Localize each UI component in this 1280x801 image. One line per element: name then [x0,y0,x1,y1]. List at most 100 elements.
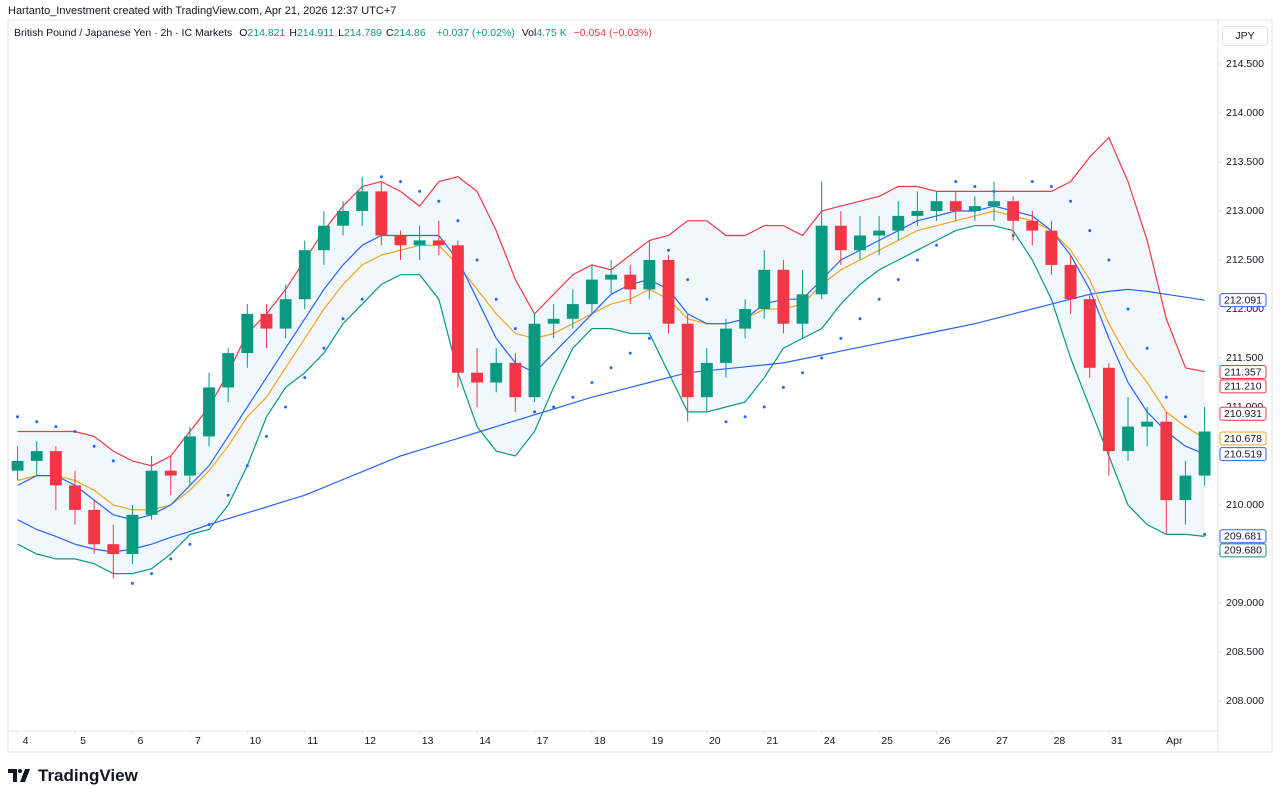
x-tick-label: 21 [766,735,778,747]
candle-body [375,191,388,236]
x-tick-label: 24 [824,735,836,747]
y-tick-label: 209.000 [1226,597,1264,609]
sar-dot [1164,395,1168,399]
candle-body [1007,201,1020,221]
candle-body [337,211,349,226]
x-tick-label: 4 [23,735,29,747]
sar-dot [1107,258,1111,262]
sar-dot [743,415,747,419]
sar-dot [130,581,134,585]
currency-button[interactable]: JPY [1222,26,1268,46]
candle-body [69,485,81,510]
sar-dot [533,410,537,414]
sar-dot [667,248,671,252]
sar-dot [973,185,977,188]
candle-body [260,313,273,329]
candle-body [222,353,235,388]
sar-dot [705,297,709,301]
candle-body [356,191,369,211]
sar-dot [475,258,479,262]
y-tick-label: 208.500 [1226,646,1264,658]
sar-dot [303,376,307,380]
plot [11,136,1211,585]
sar-dot [647,336,651,340]
ohlc-label: C [385,27,394,39]
candle-body [988,201,1000,207]
x-tick-label: 7 [195,735,201,747]
y-tick-label: 214.000 [1226,107,1264,119]
candle-body [49,451,62,486]
x-tick-label: 13 [422,735,434,747]
candle-body [1045,230,1058,265]
band-fill [17,137,1205,574]
y-tick-label: 213.500 [1226,156,1264,168]
indicator-line [17,225,1205,575]
candle-body [605,274,618,280]
candle-body [30,451,43,461]
ohlc-label: O [239,27,248,39]
ohlc-value: 214.821 [247,27,286,39]
y-tick-label: 213.000 [1226,205,1264,217]
change: +0.037 (+0.02%) [436,27,515,39]
ohlc-value: 214.789 [343,27,382,39]
volume: 4.75 K [536,27,567,39]
price-badge-label: 212.091 [1224,294,1262,306]
y-tick-label: 214.500 [1226,58,1264,70]
x-tick-label: 27 [996,735,1008,747]
candle-body [490,362,503,383]
price-badge-label: 209.681 [1224,531,1262,543]
sar-dot [954,180,958,184]
candle-body [451,245,464,373]
x-tick-label: 17 [537,735,549,747]
sar-dot [915,258,919,262]
brand: TradingView [8,766,138,786]
symbol: British Pound / Japanese Yen · 2h · IC M… [14,27,233,39]
price-badge-label: 211.357 [1224,366,1261,378]
candle-body [1122,426,1134,452]
x-tick-label: 31 [1111,735,1123,747]
sar-dot [1126,307,1130,311]
sar-dot [379,175,383,179]
indicator-line [17,210,1205,511]
price-badge [1219,406,1267,421]
indicator-line [17,288,1205,553]
candle-body [624,274,637,290]
x-tick-label: 10 [249,735,261,747]
candle-body [873,230,886,236]
x-tick-label: 19 [652,735,664,747]
y-tick-label: 210.000 [1226,499,1264,511]
y-tick-label: 211.500 [1226,352,1263,364]
candle-body [126,514,139,554]
sar-dot [494,297,498,301]
price-badge [1219,543,1267,558]
x-tick-label: 25 [881,735,893,747]
sar-dot [150,572,154,576]
candle-body [586,279,598,305]
candle-body [796,294,809,324]
sar-dot [724,420,728,424]
sar-dot [858,317,862,321]
brand-logo [8,769,30,782]
price-badge [1219,529,1267,544]
sar-dot [54,425,58,429]
candle-body [815,225,828,295]
sar-dot [1203,532,1207,536]
candle-body [681,323,694,398]
price-badge-label: 211.210 [1224,381,1261,393]
price-badge-label: 210.931 [1224,408,1262,420]
sar-dot [16,415,20,419]
candle-body [1179,475,1192,501]
x-tick-label: 26 [939,735,951,747]
candle-body [1102,367,1115,452]
candle-body [1160,421,1173,501]
price-badge [1219,293,1267,308]
sar-dot [418,189,422,193]
candle-body [528,323,541,398]
sar-dot [35,420,39,424]
candle-body [164,470,177,476]
candle-body [183,436,196,476]
candle-body [700,362,713,398]
sar-dot [628,351,632,355]
sar-dot [322,346,326,350]
